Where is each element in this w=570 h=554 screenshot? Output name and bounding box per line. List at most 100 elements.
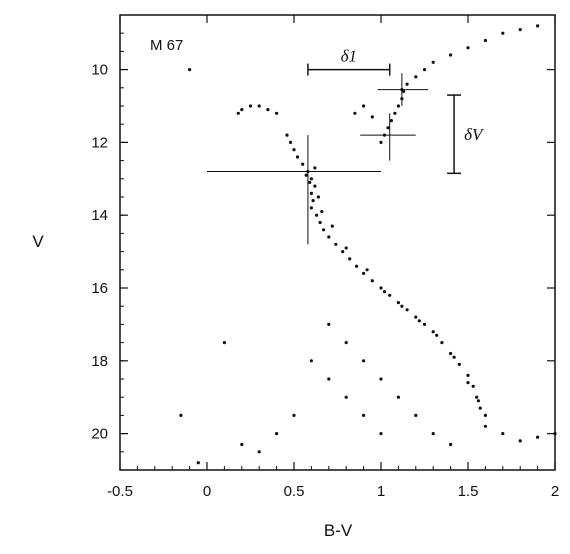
data-point bbox=[466, 373, 470, 377]
data-point bbox=[362, 359, 366, 363]
data-point bbox=[362, 413, 366, 417]
data-point bbox=[417, 319, 421, 323]
data-point bbox=[483, 413, 487, 417]
data-point bbox=[285, 133, 289, 137]
data-point bbox=[422, 68, 427, 72]
data-points bbox=[179, 24, 557, 465]
y-tick-label: 16 bbox=[91, 280, 108, 297]
data-point bbox=[501, 432, 505, 436]
data-point bbox=[257, 104, 261, 108]
data-point bbox=[475, 395, 479, 399]
data-point bbox=[379, 377, 383, 381]
data-point bbox=[188, 68, 192, 72]
data-point bbox=[292, 413, 296, 417]
data-point bbox=[344, 341, 348, 345]
data-point bbox=[449, 351, 453, 356]
data-point bbox=[315, 213, 319, 217]
y-tick-label: 14 bbox=[91, 207, 108, 224]
delta-1-label: δ1 bbox=[341, 47, 357, 66]
data-point bbox=[292, 148, 296, 152]
data-point bbox=[322, 228, 326, 232]
data-point bbox=[370, 115, 374, 119]
data-point bbox=[341, 250, 345, 254]
data-point bbox=[330, 224, 334, 228]
data-point bbox=[536, 24, 540, 28]
data-point bbox=[518, 439, 522, 443]
data-point bbox=[344, 246, 348, 250]
data-point bbox=[309, 177, 313, 181]
x-axis-ticks: -0.5 0 0.5 1 1.5 2 bbox=[107, 15, 559, 500]
data-point bbox=[370, 279, 374, 283]
data-point bbox=[501, 31, 505, 35]
x-tick-label: -0.5 bbox=[107, 483, 133, 500]
y-tick-label: 18 bbox=[91, 353, 108, 370]
y-tick-label: 20 bbox=[91, 426, 108, 443]
data-point bbox=[327, 235, 331, 239]
x-tick-label: 1 bbox=[377, 483, 385, 500]
data-point bbox=[365, 268, 369, 272]
x-axis-title: B-V bbox=[324, 521, 353, 540]
data-point bbox=[379, 140, 383, 144]
data-point bbox=[400, 304, 404, 308]
x-tick-label: 0.5 bbox=[284, 483, 305, 500]
data-point bbox=[313, 184, 317, 188]
data-point bbox=[449, 53, 453, 57]
data-point bbox=[309, 191, 313, 195]
data-point bbox=[275, 111, 279, 115]
x-tick-label: 0 bbox=[203, 483, 211, 500]
data-point bbox=[288, 140, 293, 144]
data-point bbox=[483, 38, 487, 43]
data-point bbox=[388, 293, 392, 297]
data-point bbox=[266, 108, 270, 112]
data-point bbox=[240, 108, 244, 112]
data-point bbox=[449, 442, 453, 447]
y-axis-title: V bbox=[32, 232, 44, 251]
data-point bbox=[553, 432, 557, 436]
data-point bbox=[275, 432, 279, 436]
data-point bbox=[435, 333, 439, 337]
data-point bbox=[309, 359, 313, 363]
data-point bbox=[396, 395, 400, 399]
data-point bbox=[295, 155, 300, 159]
data-point bbox=[476, 399, 480, 403]
data-point bbox=[379, 432, 383, 436]
data-point bbox=[344, 395, 348, 399]
data-point bbox=[179, 413, 183, 417]
data-point bbox=[362, 104, 366, 108]
data-point bbox=[248, 104, 253, 108]
data-point bbox=[393, 111, 397, 115]
data-point bbox=[240, 442, 244, 447]
plot-frame bbox=[119, 14, 556, 471]
data-point bbox=[466, 46, 470, 50]
data-point bbox=[483, 424, 487, 428]
data-point bbox=[257, 450, 261, 454]
data-point bbox=[313, 166, 317, 170]
data-point bbox=[382, 290, 387, 294]
data-point bbox=[389, 119, 393, 123]
delta-v-label: δV bbox=[464, 125, 485, 144]
data-point bbox=[308, 180, 312, 184]
data-point bbox=[478, 406, 482, 410]
data-point bbox=[457, 362, 461, 366]
data-point bbox=[379, 286, 383, 290]
data-point bbox=[222, 341, 226, 345]
data-point bbox=[196, 461, 200, 465]
data-point bbox=[301, 162, 305, 166]
x-tick-label: 1.5 bbox=[458, 483, 479, 500]
data-point bbox=[396, 104, 400, 108]
data-point bbox=[396, 301, 400, 305]
data-point bbox=[452, 355, 456, 359]
data-point bbox=[518, 28, 522, 32]
y-tick-label: 12 bbox=[91, 134, 108, 151]
data-point bbox=[353, 111, 357, 115]
data-point bbox=[318, 220, 322, 225]
data-point bbox=[355, 264, 359, 268]
data-point bbox=[431, 60, 435, 64]
data-point bbox=[309, 206, 313, 210]
data-point bbox=[327, 377, 331, 381]
data-point bbox=[536, 435, 540, 439]
cluster-annotation: M 67 bbox=[150, 37, 183, 54]
data-point bbox=[311, 199, 315, 203]
data-point bbox=[348, 257, 352, 261]
